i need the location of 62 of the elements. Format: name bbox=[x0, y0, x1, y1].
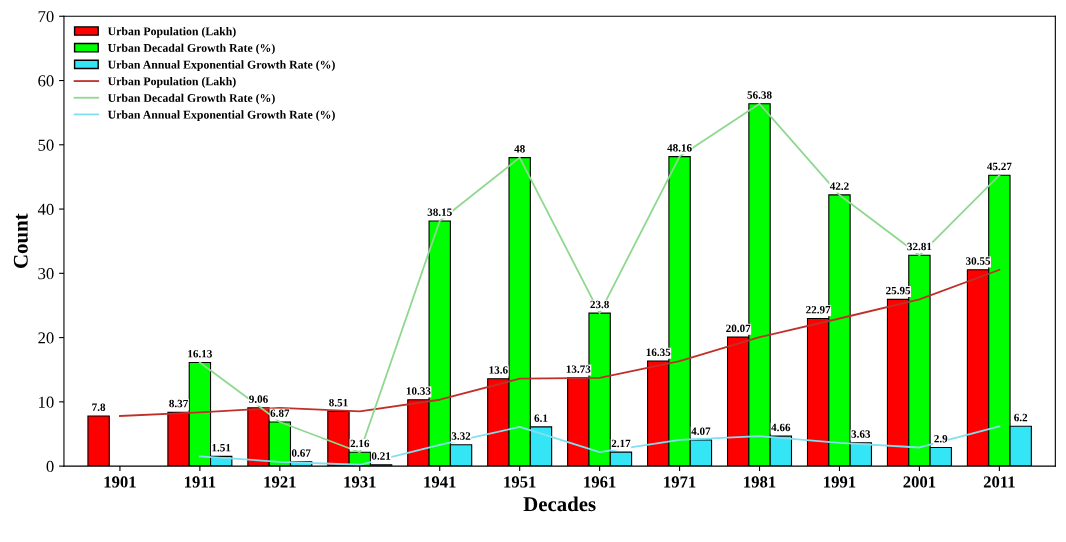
data-label: 0.21 bbox=[371, 452, 391, 460]
data-label: 38.15 bbox=[427, 208, 452, 216]
data-label: 8.37 bbox=[169, 399, 189, 408]
data-label: 8.51 bbox=[329, 398, 348, 407]
data-label: 0.67 bbox=[291, 449, 311, 457]
y-tick-label: 20 bbox=[38, 332, 54, 344]
legend-label: Urban Decadal Growth Rate (%) bbox=[107, 93, 275, 105]
legend-label: Urban Population (Lakh) bbox=[107, 77, 236, 88]
y-axis-title: Count bbox=[13, 213, 28, 268]
data-label: 48 bbox=[514, 145, 525, 153]
data-label: 3.32 bbox=[451, 432, 471, 440]
data-label: 56.38 bbox=[747, 91, 772, 99]
data-label: 13.6 bbox=[489, 366, 508, 374]
x-tick-label: 1941 bbox=[424, 476, 456, 488]
y-tick-label: 0 bbox=[46, 460, 54, 473]
legend-label: Urban Annual Exponential Growth Rate (%) bbox=[107, 110, 335, 122]
data-label: 22.97 bbox=[806, 306, 831, 314]
data-label: 7.8 bbox=[92, 403, 106, 412]
x-tick-label: 1971 bbox=[664, 476, 696, 488]
data-label: 3.63 bbox=[851, 430, 871, 438]
data-label: 2.9 bbox=[934, 434, 948, 443]
data-label: 4.66 bbox=[771, 423, 791, 432]
x-tick-label: 1901 bbox=[104, 476, 136, 488]
x-tick-label: 1921 bbox=[264, 476, 296, 488]
x-tick-label: 1981 bbox=[744, 476, 776, 488]
data-label: 42.2 bbox=[829, 182, 849, 190]
data-label: 6.87 bbox=[270, 409, 290, 417]
y-tick-label: 40 bbox=[37, 203, 54, 215]
data-label: 23.8 bbox=[590, 300, 609, 309]
x-tick-label: 2001 bbox=[903, 476, 936, 488]
y-tick-label: 50 bbox=[38, 139, 54, 151]
data-label: 4.07 bbox=[691, 427, 711, 435]
data-label: 1.51 bbox=[212, 443, 231, 452]
legend-label: Urban Decadal Growth Rate (%) bbox=[107, 43, 275, 55]
y-tick-label: 30 bbox=[38, 268, 54, 280]
y-tick-label: 70 bbox=[38, 10, 54, 23]
legend-label: Urban Annual Exponential Growth Rate (%) bbox=[107, 60, 335, 72]
data-label: 20.07 bbox=[726, 324, 751, 333]
data-label: 13.73 bbox=[566, 365, 591, 373]
x-tick-label: 1911 bbox=[185, 476, 216, 488]
data-label: 30.55 bbox=[965, 257, 991, 265]
data-label: 16.13 bbox=[188, 349, 212, 358]
y-tick-label: 10 bbox=[39, 396, 54, 408]
data-label: 25.95 bbox=[886, 286, 911, 295]
data-label: 9.06 bbox=[249, 395, 268, 403]
y-tick-label: 60 bbox=[38, 75, 54, 87]
x-tick-label: 1931 bbox=[344, 476, 376, 488]
data-label: 6.2 bbox=[1014, 413, 1028, 422]
x-tick-label: 1951 bbox=[504, 476, 536, 488]
data-label: 32.81 bbox=[907, 242, 932, 251]
x-axis-title: Decades bbox=[523, 496, 596, 512]
data-label: 16.35 bbox=[646, 348, 671, 357]
data-label: 2.16 bbox=[350, 439, 370, 448]
x-tick-label: 1991 bbox=[824, 476, 856, 488]
x-tick-label: 2011 bbox=[983, 476, 1015, 488]
data-label: 10.33 bbox=[406, 387, 431, 395]
legend-label: Urban Population (Lakh) bbox=[107, 26, 236, 38]
x-tick-label: 1961 bbox=[584, 476, 616, 488]
data-label: 48.16 bbox=[667, 144, 692, 152]
data-label: 2.17 bbox=[611, 439, 631, 448]
data-label: 45.27 bbox=[987, 162, 1012, 171]
data-label: 6.1 bbox=[534, 414, 548, 422]
